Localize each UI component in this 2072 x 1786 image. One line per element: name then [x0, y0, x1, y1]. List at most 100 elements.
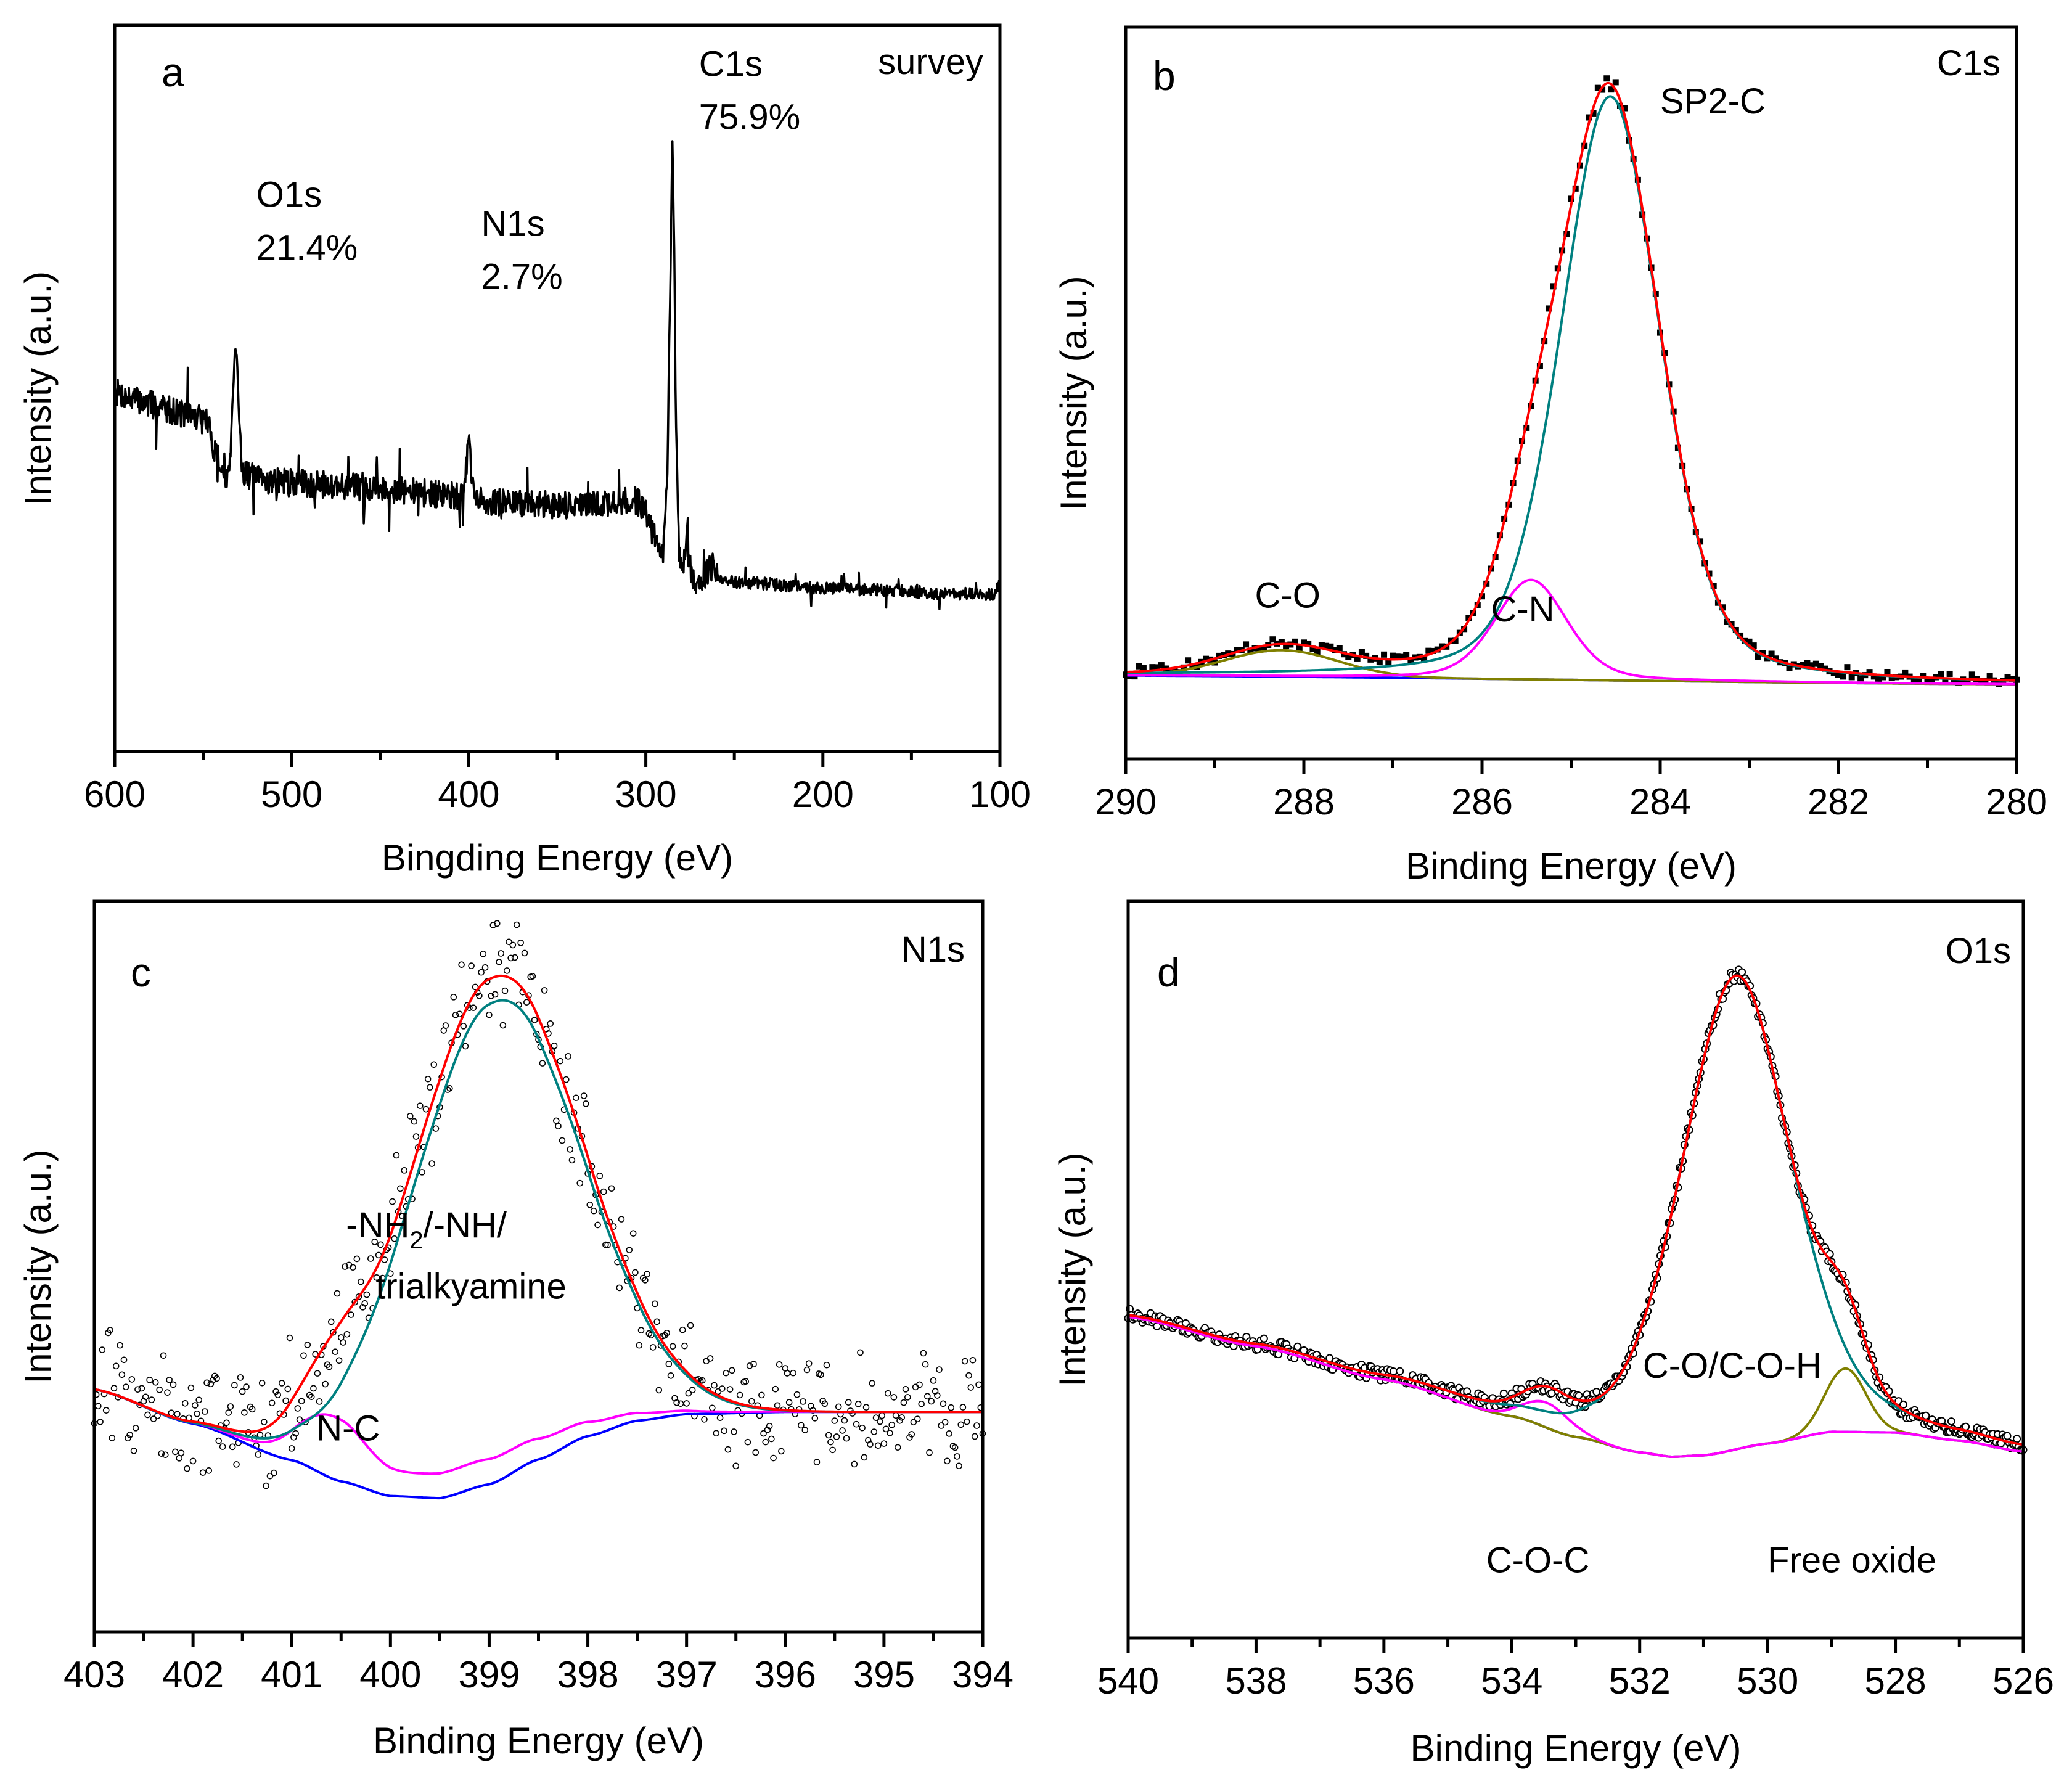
- data-point: [1547, 1389, 1556, 1398]
- data-point: [760, 1430, 767, 1437]
- data-point: [517, 940, 524, 946]
- data-point: [867, 1441, 874, 1448]
- data-point: [1367, 656, 1374, 663]
- data-point: [296, 1416, 303, 1423]
- panel-c-title: N1s: [901, 930, 965, 970]
- data-point: [1153, 664, 1160, 671]
- data-point: [213, 1375, 220, 1382]
- panel-d-title: O1s: [1946, 931, 2011, 971]
- data-point: [1586, 114, 1592, 121]
- survey-spectrum-line: [113, 140, 1001, 610]
- data-point: [750, 1361, 757, 1367]
- x-tick-label: 396: [755, 1654, 816, 1695]
- data-point: [1189, 663, 1196, 670]
- data-point: [843, 1435, 850, 1442]
- data-point: [1292, 638, 1298, 645]
- data-point: [813, 1459, 821, 1465]
- data-point: [258, 1379, 266, 1387]
- data-point: [839, 1427, 846, 1434]
- data-point: [928, 1398, 935, 1405]
- data-point: [112, 1362, 120, 1370]
- x-tick-label: 526: [1992, 1660, 2054, 1702]
- panel-d-annotations: C-O/C-O-H C-O-C Free oxide: [1486, 1346, 1936, 1580]
- data-point: [294, 1405, 301, 1412]
- data-point: [967, 1384, 975, 1391]
- data-point: [1499, 1389, 1508, 1398]
- data-point: [531, 1017, 538, 1023]
- data-point: [1345, 653, 1352, 660]
- data-point: [347, 1311, 354, 1318]
- data-point: [1968, 671, 1975, 678]
- x-tick-label: 403: [63, 1654, 125, 1695]
- panel-d-frame: [1126, 899, 2025, 1640]
- data-point: [174, 1411, 181, 1418]
- data-point: [959, 1404, 967, 1411]
- x-tick-label: 402: [162, 1654, 224, 1695]
- data-point: [934, 1392, 941, 1399]
- data-point: [446, 1084, 453, 1092]
- data-point: [663, 1330, 670, 1337]
- panel-a-x-axis-title: Bingding Energy (eV): [382, 837, 733, 879]
- data-point: [1381, 651, 1388, 658]
- data-point: [708, 1404, 716, 1412]
- data-point: [1269, 636, 1276, 643]
- x-tick-label: 200: [792, 774, 854, 815]
- x-tick-label: 398: [557, 1654, 619, 1695]
- data-point: [882, 1425, 890, 1433]
- component-label: C-O: [1255, 575, 1321, 615]
- data-point: [118, 1371, 126, 1378]
- data-point: [924, 1393, 931, 1400]
- data-point: [156, 1387, 163, 1393]
- data-point: [509, 941, 517, 949]
- data-point: [803, 1366, 811, 1374]
- data-point: [322, 1380, 329, 1388]
- data-point: [1848, 674, 1855, 681]
- data-point: [306, 1391, 313, 1399]
- data-point: [486, 1011, 493, 1018]
- data-point: [1149, 664, 1156, 671]
- peak-label: N1s: [481, 204, 545, 244]
- data-point: [1309, 645, 1316, 652]
- data-point: [261, 1419, 268, 1425]
- data-point: [2013, 1435, 2021, 1443]
- data-point: [626, 1247, 633, 1253]
- data-point: [427, 1084, 433, 1091]
- panel-d-plot-area: [1124, 965, 2028, 1458]
- data-point: [823, 1361, 830, 1369]
- data-point: [300, 1352, 307, 1359]
- data-point: [316, 1398, 323, 1405]
- data-point: [1421, 655, 1428, 662]
- data-point: [880, 1440, 888, 1447]
- panel-d-letter: d: [1157, 949, 1180, 995]
- data-point: [158, 1450, 165, 1457]
- data-point: [616, 1284, 623, 1292]
- data-point: [1327, 643, 1334, 650]
- data-point: [1697, 538, 1704, 545]
- data-point: [683, 1400, 690, 1407]
- data-point: [1136, 663, 1142, 670]
- data-point: [107, 1327, 113, 1333]
- x-tick-label: 400: [359, 1654, 421, 1695]
- data-point: [1296, 645, 1303, 652]
- data-point: [480, 951, 487, 957]
- component-line-c-o-c: [1128, 1316, 2024, 1458]
- data-point: [729, 1367, 735, 1374]
- data-point: [432, 1125, 440, 1132]
- data-point: [539, 1060, 546, 1067]
- component-label: C-O/C-O-H: [1643, 1346, 1822, 1386]
- data-point: [424, 1076, 432, 1083]
- envelope-fit-line: [1128, 974, 2024, 1446]
- data-point: [357, 1278, 364, 1285]
- data-point: [853, 1420, 860, 1428]
- data-point: [869, 1380, 875, 1387]
- data-point: [790, 1369, 796, 1377]
- data-point: [922, 1361, 929, 1368]
- data-point: [914, 1415, 921, 1422]
- data-point: [120, 1356, 128, 1364]
- data-point: [1812, 660, 1819, 667]
- data-point: [266, 1472, 274, 1480]
- data-point: [1550, 283, 1557, 290]
- panel-c-letter: c: [131, 949, 151, 995]
- data-point: [1394, 653, 1401, 660]
- data-point: [523, 999, 530, 1006]
